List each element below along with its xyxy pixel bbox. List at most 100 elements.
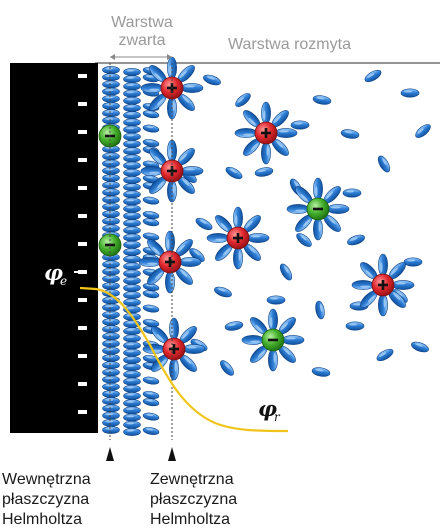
water-highlight bbox=[147, 262, 158, 265]
water-highlight bbox=[146, 270, 154, 273]
water-molecule bbox=[142, 110, 160, 119]
water-highlight bbox=[126, 84, 135, 87]
water-molecule bbox=[102, 375, 120, 384]
water-molecule bbox=[102, 87, 120, 96]
water-molecule bbox=[123, 190, 141, 199]
water-molecule bbox=[123, 68, 141, 76]
water-highlight bbox=[149, 88, 160, 91]
water-highlight bbox=[156, 333, 164, 342]
water-highlight bbox=[126, 278, 135, 281]
compact-label-line2: zwarta bbox=[118, 32, 166, 49]
outer-plane-arrow-icon bbox=[168, 447, 176, 461]
water-molecule bbox=[102, 152, 120, 161]
water-highlight bbox=[126, 149, 135, 151]
water-molecule bbox=[123, 89, 141, 98]
water-highlight bbox=[105, 183, 114, 185]
water-highlight bbox=[105, 103, 114, 106]
water-molecule bbox=[102, 274, 120, 283]
water-highlight bbox=[417, 128, 424, 134]
water-molecule bbox=[351, 280, 375, 290]
water-highlight bbox=[367, 73, 375, 78]
water-molecule bbox=[266, 295, 286, 305]
water-highlight bbox=[250, 235, 261, 238]
water-highlight bbox=[319, 303, 323, 312]
water-highlight bbox=[126, 134, 135, 137]
water-molecule bbox=[102, 102, 120, 110]
water-highlight bbox=[235, 215, 238, 226]
water-molecule bbox=[102, 332, 120, 341]
water-highlight bbox=[316, 96, 325, 100]
water-highlight bbox=[365, 269, 373, 278]
water-molecule bbox=[123, 111, 141, 120]
cation bbox=[138, 230, 202, 294]
electrode-minus-sign bbox=[78, 410, 87, 414]
water-highlight bbox=[273, 115, 282, 123]
water-highlight bbox=[105, 89, 114, 92]
outer-label-line2: płaszczyzna bbox=[150, 491, 238, 508]
water-highlight bbox=[126, 69, 135, 72]
water-molecule bbox=[102, 260, 120, 269]
water-highlight bbox=[382, 158, 387, 166]
electrode-minus-sign bbox=[78, 354, 87, 358]
electrode-charges bbox=[78, 74, 87, 414]
plus-sign-v bbox=[172, 344, 176, 354]
electrode bbox=[10, 63, 98, 433]
water-molecule bbox=[169, 357, 179, 381]
water-highlight bbox=[105, 334, 114, 337]
water-highlight bbox=[182, 259, 193, 262]
water-highlight bbox=[353, 303, 362, 306]
water-molecule bbox=[165, 270, 175, 294]
water-highlight bbox=[126, 113, 135, 115]
electrode-minus-sign bbox=[78, 130, 87, 134]
water-molecule bbox=[123, 392, 141, 400]
water-molecule bbox=[123, 154, 141, 163]
water-highlight bbox=[243, 133, 254, 136]
water-highlight bbox=[146, 140, 154, 143]
water-molecule bbox=[281, 335, 305, 345]
water-highlight bbox=[126, 408, 135, 411]
water-highlight bbox=[146, 363, 154, 366]
water-highlight bbox=[146, 414, 154, 417]
water-highlight bbox=[169, 65, 172, 76]
water-molecule bbox=[261, 141, 271, 165]
water-highlight bbox=[126, 228, 135, 231]
water-molecule bbox=[142, 304, 160, 313]
outer-helmholtz-label: Zewnętrzna płaszczyzna Helmholtza bbox=[150, 470, 237, 530]
water-molecule bbox=[102, 73, 120, 82]
water-molecule bbox=[142, 412, 160, 421]
outer-label-line1: Zewnętrzna bbox=[150, 471, 234, 488]
water-molecule bbox=[241, 335, 265, 345]
water-molecule bbox=[102, 390, 120, 398]
water-highlight bbox=[126, 386, 135, 389]
free-water-molecules bbox=[181, 69, 431, 377]
inner-helmholtz-label: Wewnętrzna płaszczyzna Helmholtza bbox=[2, 470, 91, 530]
water-molecule bbox=[102, 109, 120, 118]
water-highlight bbox=[126, 393, 135, 396]
anion bbox=[286, 177, 350, 241]
water-highlight bbox=[220, 222, 228, 231]
water-highlight bbox=[126, 357, 135, 360]
water-highlight bbox=[105, 413, 114, 416]
water-highlight bbox=[126, 379, 135, 382]
water-molecule bbox=[142, 124, 160, 133]
water-molecule bbox=[123, 269, 141, 278]
water-highlight bbox=[379, 352, 387, 357]
water-molecule bbox=[225, 166, 243, 180]
water-highlight bbox=[126, 185, 135, 187]
water-highlight bbox=[126, 343, 135, 346]
water-highlight bbox=[105, 154, 114, 157]
water-molecule bbox=[102, 303, 120, 312]
water-molecule bbox=[123, 197, 141, 206]
water-highlight bbox=[181, 331, 190, 339]
water-molecule bbox=[290, 120, 310, 130]
water-molecule bbox=[102, 426, 120, 434]
water-highlight bbox=[126, 321, 135, 324]
water-highlight bbox=[367, 295, 376, 303]
water-highlight bbox=[193, 249, 200, 256]
water-highlight bbox=[126, 77, 135, 79]
water-molecule bbox=[286, 204, 310, 214]
water-molecule bbox=[102, 282, 120, 290]
water-highlight bbox=[270, 297, 279, 300]
water-highlight bbox=[156, 181, 165, 189]
water-highlight bbox=[179, 153, 188, 161]
